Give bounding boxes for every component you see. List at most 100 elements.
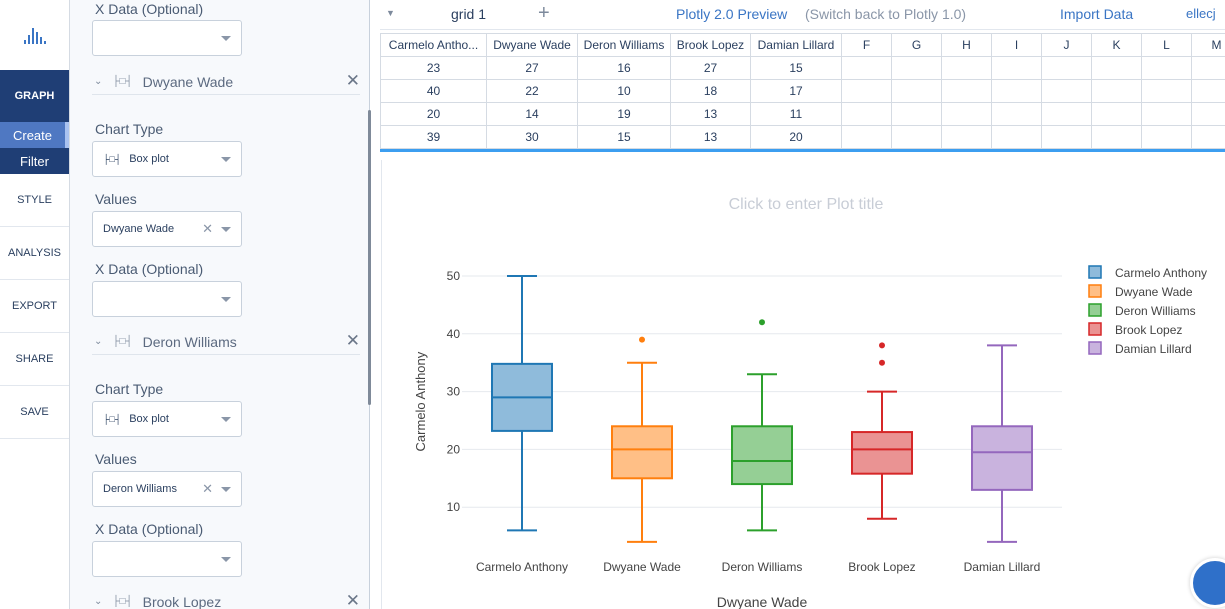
grid-cell[interactable]: 27 [486,56,578,80]
grid-cell[interactable] [991,125,1042,149]
nav-save[interactable]: SAVE [0,386,69,439]
user-menu[interactable]: ellecj [1186,6,1216,21]
grid-column-header[interactable]: F [841,33,892,57]
grid-cell[interactable]: 23 [380,56,487,80]
grid-cell[interactable]: 15 [577,125,671,149]
grid-cell[interactable] [991,79,1042,103]
nav-export[interactable]: EXPORT [0,280,69,333]
grid-column-header[interactable]: Dwyane Wade [486,33,578,57]
chevron-down-icon[interactable]: ⌄ [94,596,103,607]
clear-icon[interactable]: ✕ [202,221,213,236]
preview-link[interactable]: Plotly 2.0 Preview [676,6,788,22]
grid-cell[interactable]: 14 [486,102,578,126]
grid-cell[interactable] [1091,79,1142,103]
trace-header-dwyane-wade[interactable]: ⌄ ├□┤ Dwyane Wade ✕ [92,69,360,95]
grid-cell[interactable] [841,102,892,126]
grid-cell[interactable] [991,102,1042,126]
grid-cell[interactable] [891,102,942,126]
grid-cell[interactable] [891,125,942,149]
grid-column-header[interactable]: J [1041,33,1092,57]
grid-cell[interactable] [1141,79,1192,103]
grid-cell[interactable]: 13 [670,102,751,126]
grid-cell[interactable]: 30 [486,125,578,149]
trace-header-brook-lopez[interactable]: ⌄ ├□┤ Brook Lopez ✕ [92,589,360,609]
grid-column-header[interactable]: M [1191,33,1225,57]
nav-analysis[interactable]: ANALYSIS [0,227,69,280]
grid-cell[interactable]: 20 [380,102,487,126]
nav-share[interactable]: SHARE [0,333,69,386]
grid-cell[interactable]: 18 [670,79,751,103]
close-icon[interactable]: ✕ [345,71,360,90]
grid-column-header[interactable]: G [891,33,942,57]
grid-column-header[interactable]: Deron Williams [577,33,671,57]
grid-cell[interactable] [1191,56,1225,80]
grid-cell[interactable] [941,125,992,149]
grid-cell[interactable] [1191,102,1225,126]
xdata-dropdown[interactable] [92,541,242,577]
values-dropdown[interactable]: Dwyane Wade ✕ [92,211,242,247]
grid-cell[interactable]: 22 [486,79,578,103]
nav-graph[interactable]: GRAPH [0,70,69,122]
plotly-logo[interactable] [0,0,69,70]
grid-menu-chevron-icon[interactable]: ▼ [386,8,395,18]
close-icon[interactable]: ✕ [345,331,360,350]
grid-column-header[interactable]: Carmelo Antho... [380,33,487,57]
grid-cell[interactable]: 40 [380,79,487,103]
grid-cell[interactable] [891,56,942,80]
grid-cell[interactable] [1041,56,1092,80]
chevron-down-icon[interactable]: ⌄ [94,76,103,87]
panel-scrollbar[interactable] [368,110,371,405]
plot-title[interactable]: Click to enter Plot title [728,196,884,213]
grid-cell[interactable] [1141,56,1192,80]
grid-cell[interactable]: 19 [577,102,671,126]
grid-cell[interactable] [1091,125,1142,149]
grid-cell[interactable]: 20 [750,125,842,149]
grid-cell[interactable] [991,56,1042,80]
grid-cell[interactable] [1041,102,1092,126]
grid-column-header[interactable]: Damian Lillard [750,33,842,57]
grid-cell[interactable] [891,79,942,103]
nav-filter[interactable]: Filter [0,148,69,174]
grid-cell[interactable] [841,125,892,149]
grid-cell[interactable] [841,56,892,80]
grid-column-header[interactable]: L [1141,33,1192,57]
grid-cell[interactable] [841,79,892,103]
xdata-dropdown[interactable] [92,20,242,56]
switch-back-link[interactable]: (Switch back to Plotly 1.0) [805,6,967,22]
clear-icon[interactable]: ✕ [202,481,213,496]
grid-cell[interactable]: 11 [750,102,842,126]
add-grid-icon[interactable]: + [538,2,550,24]
grid-cell[interactable]: 10 [577,79,671,103]
trace-header-deron-williams[interactable]: ⌄ ├□┤ Deron Williams ✕ [92,329,360,355]
grid-cell[interactable] [1091,102,1142,126]
nav-style[interactable]: STYLE [0,174,69,227]
grid-cell[interactable] [1141,125,1192,149]
grid-column-header[interactable]: H [941,33,992,57]
grid-cell[interactable] [1191,125,1225,149]
grid-cell[interactable] [941,79,992,103]
chart-type-dropdown[interactable]: ├□┤ Box plot [92,401,242,437]
import-data-link[interactable]: Import Data [1060,6,1134,22]
grid-cell[interactable] [1191,79,1225,103]
nav-create[interactable]: Create [0,122,69,148]
grid-cell[interactable] [941,56,992,80]
grid-cell[interactable]: 17 [750,79,842,103]
close-icon[interactable]: ✕ [345,591,360,609]
grid-column-header[interactable]: Brook Lopez [670,33,751,57]
grid-tab[interactable]: grid 1 [451,6,487,22]
help-chat-button[interactable] [1190,558,1225,608]
values-dropdown[interactable]: Deron Williams ✕ [92,471,242,507]
grid-cell[interactable]: 15 [750,56,842,80]
grid-cell[interactable]: 16 [577,56,671,80]
xdata-dropdown[interactable] [92,281,242,317]
grid-resize-handle[interactable] [380,149,1225,152]
chevron-down-icon[interactable]: ⌄ [94,336,103,347]
grid-cell[interactable] [941,102,992,126]
grid-cell[interactable] [1091,56,1142,80]
grid-column-header[interactable]: K [1091,33,1142,57]
grid-cell[interactable]: 27 [670,56,751,80]
chart-type-dropdown[interactable]: ├□┤ Box plot [92,141,242,177]
grid-cell[interactable]: 39 [380,125,487,149]
grid-cell[interactable] [1141,102,1192,126]
grid-cell[interactable]: 13 [670,125,751,149]
